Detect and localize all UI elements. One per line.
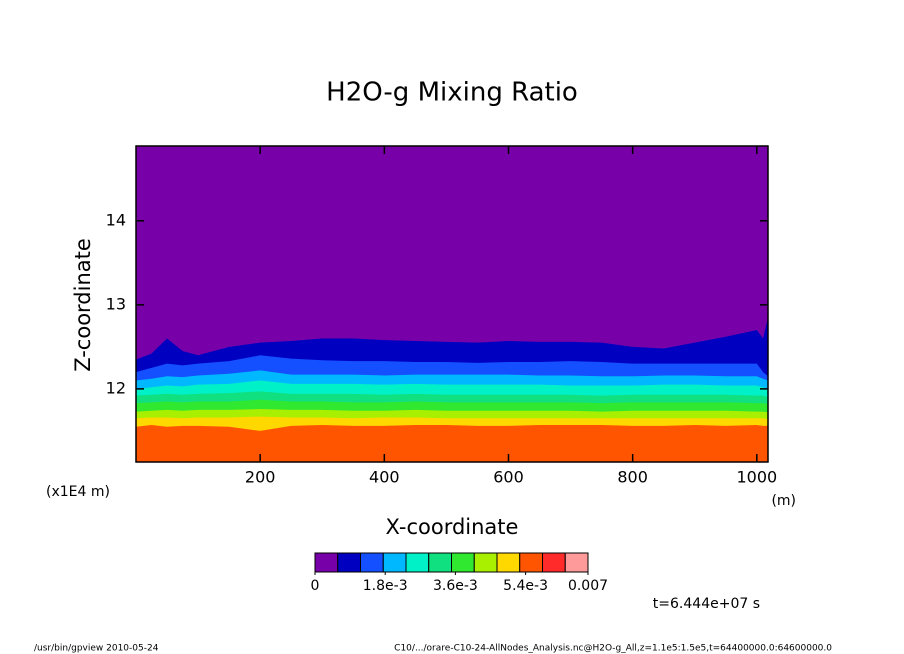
x-tick-label: 400 [369, 468, 400, 487]
x-axis-label: X-coordinate [386, 515, 519, 539]
footer-left: /usr/bin/gpview 2010-05-24 [34, 644, 159, 654]
y-unit-label: (x1E4 m) [46, 484, 110, 500]
colorbar-tick-label: 1.8e-3 [363, 578, 408, 594]
colorbar-tick-label: 0.007 [568, 578, 608, 594]
colorbar-tick-label: 3.6e-3 [433, 578, 478, 594]
colorbar-box [496, 552, 521, 573]
chart-title: H2O-g Mixing Ratio [326, 78, 578, 108]
colorbar-box [542, 552, 566, 573]
y-tick-label: 14 [106, 210, 126, 229]
plot-frame [135, 145, 769, 463]
colorbar-box [360, 552, 384, 573]
x-tick-label: 1000 [736, 468, 777, 487]
y-tick-label: 12 [106, 378, 126, 397]
colorbar-box [382, 552, 407, 573]
colorbar-box [405, 552, 430, 573]
colorbar-tick-label: 5.4e-3 [503, 578, 548, 594]
colorbar-box [519, 552, 543, 573]
x-unit-label: (m) [771, 493, 796, 509]
x-tick-label: 600 [493, 468, 524, 487]
y-tick-label: 13 [106, 294, 126, 313]
x-tick-label: 200 [245, 468, 276, 487]
colorbar-box [564, 552, 589, 573]
colorbar-box [314, 552, 339, 573]
footer-right: C10/.../orare-C10-24-AllNodes_Analysis.n… [394, 644, 832, 654]
colorbar-box [337, 552, 361, 573]
y-axis-label: Z-coordinate [71, 238, 95, 372]
x-tick-label: 800 [617, 468, 648, 487]
colorbar-box [428, 552, 452, 573]
contour-band [136, 425, 768, 462]
time-label: t=6.444e+07 s [653, 596, 760, 612]
colorbar-tick-label: 0 [311, 578, 320, 594]
colorbar-box [473, 552, 498, 573]
colorbar-box [451, 552, 475, 573]
